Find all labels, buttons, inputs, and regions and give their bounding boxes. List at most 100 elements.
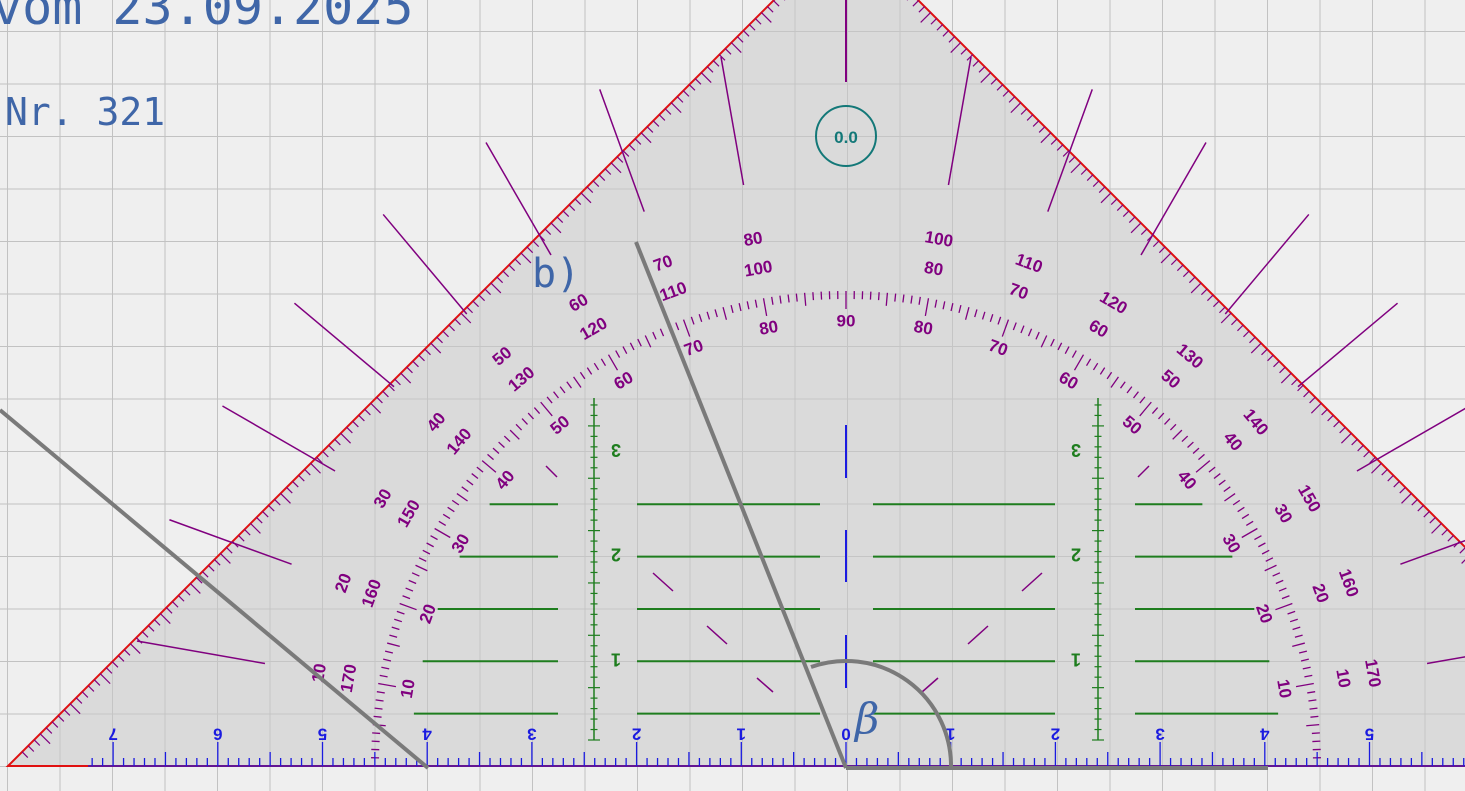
edge-tick	[544, 228, 552, 236]
edge-tick	[502, 270, 510, 278]
edge-tick	[1381, 468, 1388, 476]
edge-tick	[532, 240, 540, 248]
arc-tick	[1241, 527, 1258, 539]
arc-tick	[387, 642, 400, 648]
arc-tick	[607, 354, 619, 371]
edge-tick	[388, 384, 395, 392]
edge-tick	[754, 18, 762, 25]
arc-tick	[754, 299, 758, 308]
arc-tick	[722, 307, 728, 320]
edge-tick	[670, 102, 682, 114]
arc-tick	[1172, 429, 1183, 440]
arc-tick	[1241, 513, 1250, 520]
arc-tick	[533, 407, 541, 414]
arc-tick	[1085, 358, 1092, 367]
edge-tick	[394, 378, 401, 386]
drawn-construction	[0, 241, 1268, 770]
edge-tick	[196, 577, 203, 584]
arc-tick	[553, 391, 559, 399]
edge-tick	[1110, 198, 1118, 205]
edge-tick	[322, 450, 329, 458]
edge-tick	[1140, 228, 1148, 236]
edge-tick	[1310, 402, 1322, 414]
edge-tick	[358, 414, 365, 422]
edge-tick	[574, 198, 582, 205]
edge-tick	[478, 294, 486, 302]
arc-tick	[383, 658, 392, 662]
radial-line	[222, 405, 336, 472]
edge-tick	[580, 192, 592, 204]
edge-tick	[1128, 216, 1136, 224]
arc-tick	[405, 587, 414, 592]
arc-tick	[546, 396, 553, 404]
edge-tick	[1401, 492, 1412, 504]
edge-tick	[742, 30, 750, 37]
set-square-body[interactable]	[5, 0, 1465, 767]
arc-tick	[1264, 564, 1277, 572]
edge-tick	[256, 517, 263, 524]
edge-tick	[767, 6, 774, 13]
edge-tick	[87, 685, 95, 692]
edge-tick	[688, 84, 696, 91]
edge-tick	[592, 180, 600, 187]
edge-tick	[1273, 360, 1280, 368]
side-scale-label: 1	[611, 649, 621, 669]
arc-tick	[461, 486, 469, 493]
edge-tick	[586, 186, 594, 193]
edge-tick	[1026, 114, 1034, 121]
edge-tick	[280, 492, 291, 504]
edge-tick	[912, 0, 919, 7]
edge-tick	[1371, 462, 1382, 474]
edge-tick	[1219, 306, 1226, 314]
arc-tick	[540, 401, 553, 417]
drawn-line-ray	[634, 241, 848, 769]
arc-tick	[795, 293, 798, 302]
edge-tick	[712, 60, 720, 67]
arc-tick	[418, 557, 427, 562]
edge-tick	[226, 547, 233, 554]
edge-tick	[1152, 240, 1160, 248]
arc-tick	[447, 506, 455, 513]
edge-tick	[418, 354, 425, 362]
arc-tick	[1151, 407, 1159, 414]
arc-tick	[476, 466, 484, 473]
edge-tick	[159, 613, 171, 624]
arc-tick	[1092, 362, 1099, 371]
diagonal-helper	[706, 625, 728, 645]
edge-tick	[1237, 324, 1244, 332]
arc-tick	[1126, 386, 1133, 394]
edge-tick	[1020, 108, 1028, 115]
radial-line	[136, 640, 266, 665]
arc-tick	[1110, 376, 1119, 388]
edge-tick	[1190, 282, 1202, 294]
edge-tick	[214, 559, 221, 566]
arc-tick	[1073, 354, 1085, 371]
arc-tick	[374, 707, 383, 710]
edge-tick	[610, 162, 622, 174]
edge-tick	[117, 655, 125, 662]
arc-tick	[1050, 338, 1055, 347]
edge-tick	[1050, 138, 1058, 145]
edge-tick	[484, 288, 492, 296]
arc-tick	[1181, 435, 1189, 443]
edge-tick	[286, 486, 293, 494]
angle-readout-dial[interactable]: 0.0	[815, 105, 877, 167]
degree-label: 100	[743, 257, 774, 281]
ruler-label: 1	[946, 725, 955, 744]
heading-number: Nr. 321	[5, 90, 166, 134]
radial-line	[1297, 302, 1399, 388]
arc-tick	[1300, 658, 1309, 662]
edge-tick	[346, 426, 353, 434]
edge-tick	[1250, 342, 1262, 354]
arc-tick	[1295, 682, 1314, 688]
task-label: b)	[532, 251, 580, 297]
arc-tick	[1035, 331, 1040, 340]
edge-tick	[1249, 336, 1256, 344]
side-scale-label: 2	[611, 545, 621, 565]
arc-tick	[1208, 466, 1216, 473]
side-scale-label: 3	[1071, 440, 1081, 460]
edge-tick	[1122, 210, 1130, 218]
heading-date: vom 23.09.2025	[0, 0, 414, 36]
arc-tick	[1287, 610, 1296, 615]
edge-tick	[448, 324, 455, 332]
